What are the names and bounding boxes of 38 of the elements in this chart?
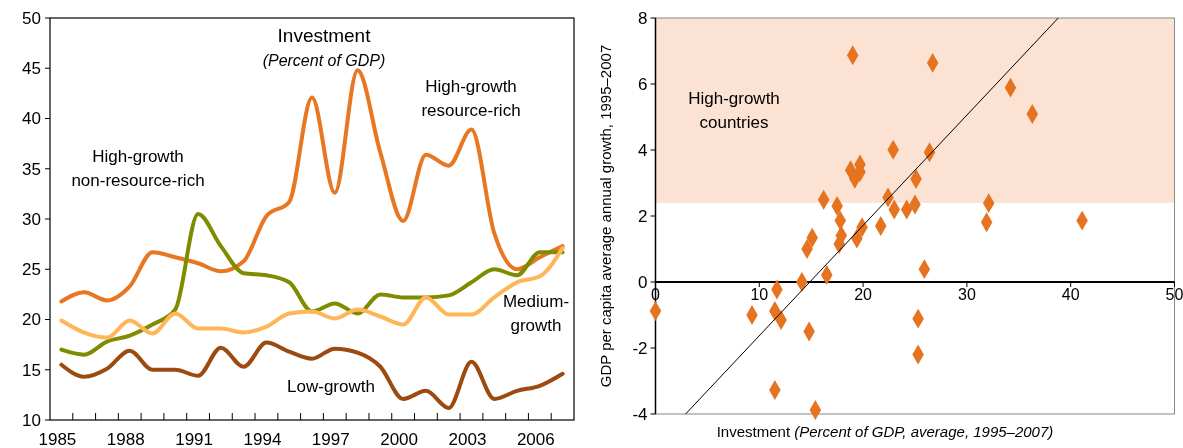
x-tick-label: 2003 <box>448 430 487 448</box>
y-tick-label: 4 <box>638 140 648 160</box>
y-tick-label: 40 <box>22 109 41 129</box>
x-tick-label: 50 <box>1165 286 1183 303</box>
y-tick-label: 10 <box>22 410 41 430</box>
x-tick-label: 1985 <box>38 430 77 448</box>
series-label: High-growth non-resource-rich <box>71 147 205 190</box>
y-tick-label: 25 <box>22 260 41 280</box>
x-tick-label: 1994 <box>243 430 282 448</box>
band-label: High-growth countries <box>688 89 780 132</box>
y-tick-label: 2 <box>638 206 648 226</box>
y-tick-label: 6 <box>638 74 648 94</box>
x-tick-label: 30 <box>958 286 976 303</box>
y-tick-label: 30 <box>22 209 41 229</box>
line-series <box>59 340 565 410</box>
x-axis-title: Investment (Percent of GDP, average, 1995–2007) <box>716 423 1054 440</box>
y-tick-label: 8 <box>638 8 648 28</box>
y-tick-label: -2 <box>632 338 648 358</box>
series-label: Medium-growth <box>502 292 570 335</box>
x-tick-label: 2000 <box>380 430 419 448</box>
y-tick-label: 35 <box>22 159 41 179</box>
y-tick-label: -4 <box>632 404 648 424</box>
x-tick-label: 20 <box>854 286 873 303</box>
y-tick-label: 50 <box>22 8 41 28</box>
series-label: Low-growth <box>287 377 375 396</box>
x-tick-label: 1997 <box>311 430 350 448</box>
series-label: High-growth resource-rich <box>421 77 521 120</box>
y-tick-label: 45 <box>22 59 41 79</box>
y-tick-label: 15 <box>22 360 41 380</box>
text: (Percent of GDP) <box>262 52 386 69</box>
x-tick-label: 40 <box>1061 286 1080 303</box>
y-axis-title: GDP per capita average annual growth, 1995–2007 <box>597 44 614 388</box>
x-tick-label: 10 <box>750 286 769 303</box>
x-tick-label: 1991 <box>175 430 213 448</box>
chart-title: Investment <box>277 25 372 46</box>
x-tick-label: 1988 <box>106 430 145 448</box>
x-tick-label: 2006 <box>516 430 555 448</box>
y-tick-label: 20 <box>22 310 41 330</box>
